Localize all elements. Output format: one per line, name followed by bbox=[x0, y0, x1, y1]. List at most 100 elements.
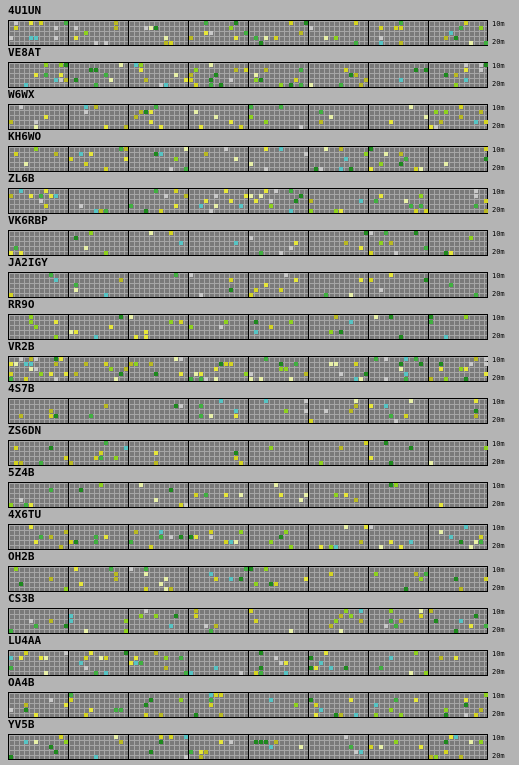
signal-cell bbox=[449, 31, 453, 35]
hour-separator bbox=[128, 609, 129, 633]
signal-cell bbox=[304, 409, 308, 413]
signal-cell bbox=[299, 125, 303, 129]
hour-separator bbox=[188, 483, 189, 507]
signal-cell bbox=[139, 483, 143, 487]
signal-cell bbox=[484, 372, 488, 376]
signal-cell bbox=[474, 204, 478, 208]
signal-cell bbox=[74, 330, 78, 334]
hour-separator bbox=[248, 147, 249, 171]
signal-cell bbox=[384, 404, 388, 408]
hour-separator bbox=[248, 609, 249, 633]
signal-cell bbox=[414, 651, 418, 655]
signal-cell bbox=[9, 362, 13, 366]
signal-cell bbox=[224, 540, 228, 544]
signal-cell bbox=[209, 31, 213, 35]
hour-separator bbox=[68, 567, 69, 591]
signal-cell bbox=[39, 21, 43, 25]
signal-cell bbox=[304, 152, 308, 156]
signal-cell bbox=[49, 745, 53, 749]
signal-cell bbox=[369, 745, 373, 749]
hour-separator bbox=[308, 735, 309, 759]
signal-cell bbox=[239, 204, 243, 208]
signal-cell bbox=[254, 36, 258, 40]
signal-cell bbox=[379, 745, 383, 749]
signal-cell bbox=[334, 315, 338, 319]
signal-cell bbox=[184, 147, 188, 151]
signal-cell bbox=[449, 735, 453, 739]
hour-separator bbox=[428, 651, 429, 675]
signal-cell bbox=[209, 209, 213, 213]
signal-cell bbox=[124, 446, 128, 450]
signal-cell bbox=[244, 68, 248, 72]
signal-cell bbox=[289, 83, 293, 87]
signal-cell bbox=[24, 377, 28, 381]
station-callsign: 4U1UN bbox=[8, 4, 42, 17]
signal-cell bbox=[234, 451, 238, 455]
propagation-grid bbox=[8, 482, 488, 508]
signal-cell bbox=[289, 209, 293, 213]
hour-separator bbox=[248, 231, 249, 255]
signal-cell bbox=[259, 651, 263, 655]
hour-separator bbox=[188, 105, 189, 129]
signal-cell bbox=[319, 110, 323, 114]
hour-separator bbox=[428, 189, 429, 213]
signal-cell bbox=[214, 693, 218, 697]
signal-cell bbox=[109, 367, 113, 371]
hour-separator bbox=[128, 63, 129, 87]
signal-cell bbox=[144, 567, 148, 571]
hour-separator bbox=[248, 525, 249, 549]
signal-cell bbox=[464, 698, 468, 702]
signal-cell bbox=[474, 189, 478, 193]
signal-cell bbox=[174, 204, 178, 208]
propagation-grid bbox=[8, 692, 488, 718]
signal-cell bbox=[34, 740, 38, 744]
signal-cell bbox=[54, 152, 58, 156]
hour-separator bbox=[368, 357, 369, 381]
signal-cell bbox=[324, 651, 328, 655]
signal-cell bbox=[179, 320, 183, 324]
signal-cell bbox=[259, 41, 263, 45]
signal-cell bbox=[179, 503, 183, 507]
signal-cell bbox=[434, 619, 438, 623]
signal-cell bbox=[399, 41, 403, 45]
signal-cell bbox=[229, 577, 233, 581]
signal-cell bbox=[389, 273, 393, 277]
signal-cell bbox=[414, 68, 418, 72]
hour-separator bbox=[428, 483, 429, 507]
signal-cell bbox=[329, 572, 333, 576]
signal-cell bbox=[9, 708, 13, 712]
signal-cell bbox=[464, 68, 468, 72]
signal-cell bbox=[269, 745, 273, 749]
signal-cell bbox=[189, 273, 193, 277]
signal-cell bbox=[284, 661, 288, 665]
hour-separator bbox=[368, 105, 369, 129]
signal-cell bbox=[329, 666, 333, 670]
signal-cell bbox=[414, 231, 418, 235]
hour-separator bbox=[308, 693, 309, 717]
signal-cell bbox=[114, 21, 118, 25]
signal-cell bbox=[464, 713, 468, 717]
signal-cell bbox=[289, 189, 293, 193]
hour-separator bbox=[188, 525, 189, 549]
signal-cell bbox=[289, 21, 293, 25]
hour-separator bbox=[68, 189, 69, 213]
signal-cell bbox=[474, 614, 478, 618]
signal-cell bbox=[29, 320, 33, 324]
signal-cell bbox=[484, 693, 488, 697]
signal-cell bbox=[34, 624, 38, 628]
signal-cell bbox=[249, 194, 253, 198]
signal-cell bbox=[454, 735, 458, 739]
signal-cell bbox=[94, 671, 98, 675]
station-row: 5Z4B 10m 20m bbox=[0, 466, 519, 508]
signal-cell bbox=[49, 409, 53, 413]
signal-cell bbox=[354, 73, 358, 77]
band-label-10m: 10m bbox=[492, 482, 505, 490]
hour-separator bbox=[428, 735, 429, 759]
signal-cell bbox=[454, 36, 458, 40]
signal-cell bbox=[74, 26, 78, 30]
signal-cell bbox=[444, 251, 448, 255]
signal-cell bbox=[334, 713, 338, 717]
signal-cell bbox=[59, 78, 63, 82]
propagation-grid bbox=[8, 440, 488, 466]
propagation-grid bbox=[8, 566, 488, 592]
